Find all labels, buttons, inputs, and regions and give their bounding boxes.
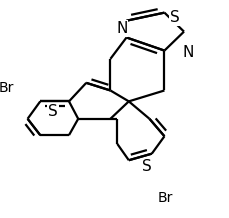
Text: Br: Br <box>0 81 14 95</box>
Text: S: S <box>142 159 151 174</box>
Text: S: S <box>48 104 57 119</box>
Text: Br: Br <box>157 191 172 205</box>
Text: N: N <box>182 45 194 60</box>
Text: S: S <box>169 10 179 25</box>
Text: N: N <box>116 21 127 36</box>
